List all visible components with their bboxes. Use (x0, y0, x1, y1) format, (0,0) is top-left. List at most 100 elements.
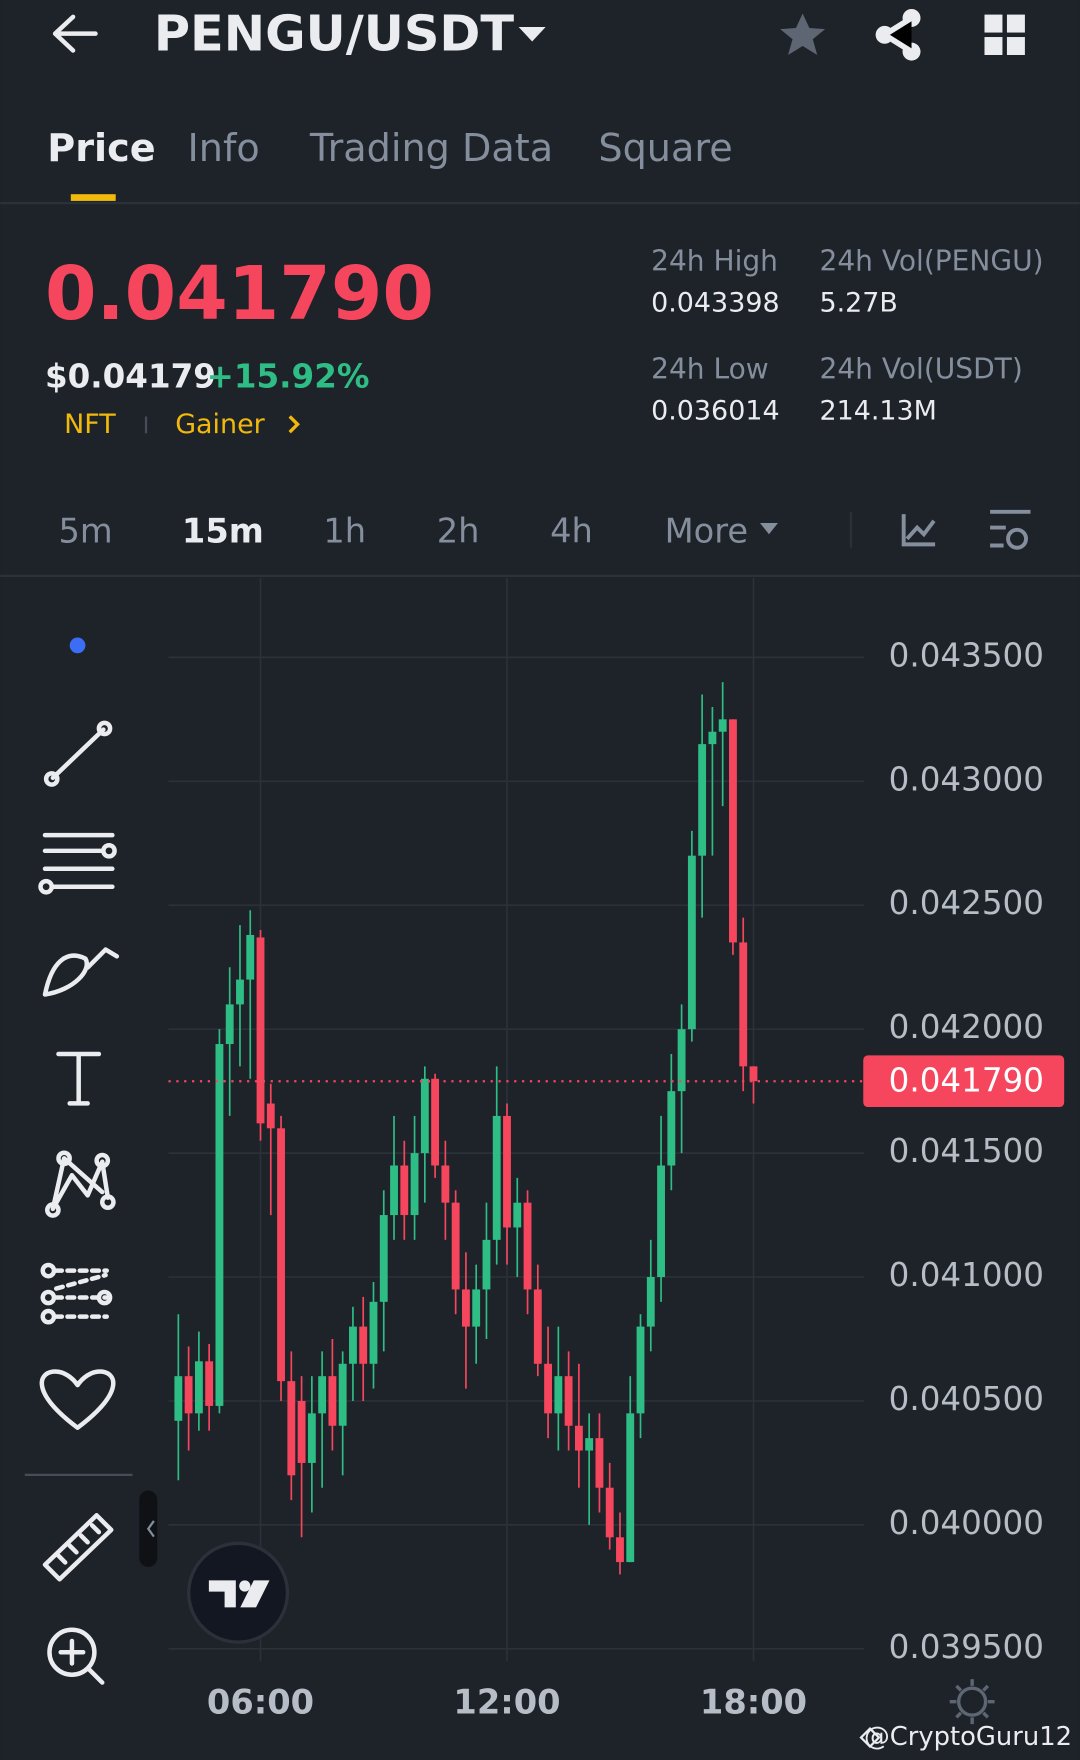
watermark-icon (859, 1726, 881, 1749)
price-change: +15.92% (207, 357, 370, 395)
collapse-arrow (146, 1520, 155, 1538)
candle-body (503, 1115, 511, 1228)
stat-value: 0.036014 (651, 395, 779, 426)
chart-settings[interactable] (949, 1679, 995, 1725)
status-dot (69, 637, 86, 654)
candle-body (359, 1326, 368, 1364)
candle-body (379, 1215, 388, 1302)
tab-indicator (70, 194, 116, 201)
lines-tool[interactable] (38, 832, 117, 895)
candle-body (400, 1165, 409, 1216)
candle-body (246, 934, 255, 980)
trendline-tool[interactable] (43, 720, 113, 787)
y-tick-label: 0.043000 (889, 760, 1044, 798)
current-price-label: 0.041790 (889, 1061, 1044, 1099)
tab[interactable]: Trading Data (309, 126, 553, 170)
candle-body (492, 1115, 501, 1240)
back-button[interactable] (52, 14, 98, 53)
interval[interactable]: More (665, 512, 748, 551)
interval[interactable]: 15m (182, 512, 264, 551)
tag-chevron (288, 415, 300, 434)
candle-body (287, 1381, 296, 1476)
pattern-tool[interactable] (44, 1150, 116, 1218)
interval[interactable]: 1h (323, 512, 366, 551)
y-tick-label: 0.042500 (889, 884, 1044, 922)
candle-body (605, 1487, 614, 1538)
drawing-toolbar (24, 637, 158, 1685)
candle-body (318, 1376, 327, 1414)
candle-body (225, 1004, 234, 1045)
interval[interactable]: 4h (550, 512, 593, 551)
candle-body (616, 1537, 624, 1563)
candle-body (677, 1029, 686, 1092)
interval[interactable]: 5m (58, 512, 112, 551)
zoom-tool[interactable] (47, 1627, 105, 1685)
pair-dropdown[interactable] (518, 26, 546, 42)
candle-body (472, 1289, 481, 1327)
candle-body (718, 719, 727, 732)
tag[interactable]: NFT (64, 409, 116, 440)
candle-body (420, 1078, 429, 1154)
candle-body (194, 1361, 203, 1414)
candle-body (338, 1363, 347, 1426)
chart: 0.039500 0.040000 0.040500 0.041000 0.041500… (168, 578, 1065, 1721)
candle-body (698, 744, 707, 856)
candle-body (431, 1078, 440, 1166)
menu-button[interactable] (984, 14, 1025, 55)
y-tick-label: 0.042000 (889, 1008, 1044, 1046)
candle-body (307, 1413, 316, 1463)
brush-tool[interactable] (42, 947, 120, 997)
watermark: @CryptoGuru12 (864, 1722, 1072, 1752)
text-tool[interactable] (56, 1051, 102, 1106)
candle-body (184, 1376, 193, 1414)
tab[interactable]: Info (188, 126, 260, 170)
ruler-tool[interactable] (42, 1513, 114, 1582)
candle-body (544, 1363, 553, 1414)
tradingview-logo[interactable] (186, 1541, 290, 1644)
candle-body (236, 979, 244, 1005)
y-tick-label: 0.043500 (889, 636, 1044, 674)
candle-body (369, 1301, 378, 1364)
share-button[interactable] (875, 8, 921, 61)
stat-label: 24h Vol(PENGU) (819, 245, 1043, 278)
candle-body (646, 1277, 655, 1327)
tag[interactable]: Gainer (175, 409, 265, 440)
candle-body (205, 1361, 214, 1406)
more-dropdown (760, 523, 778, 535)
candle-body (533, 1289, 542, 1364)
pair-title[interactable]: PENGU/USDT (154, 5, 515, 63)
candle-body (441, 1165, 450, 1203)
candle-body (523, 1202, 532, 1290)
candle-body (657, 1165, 665, 1278)
y-tick-label: 0.041000 (889, 1256, 1044, 1294)
fib-tool[interactable] (40, 1262, 113, 1325)
indicator-button[interactable] (901, 514, 936, 547)
candle-body (687, 855, 696, 1030)
candle-body (266, 1103, 275, 1129)
candle-body (277, 1128, 285, 1382)
candle-body (749, 1066, 758, 1082)
candle-body (297, 1400, 306, 1463)
candle-body (482, 1239, 491, 1290)
candle-body (554, 1376, 563, 1414)
settings-button[interactable] (990, 509, 1031, 550)
candle-body (410, 1153, 419, 1216)
candle-body (513, 1202, 522, 1228)
candle-body (574, 1425, 583, 1451)
candle-body (667, 1091, 676, 1166)
usd-price: $0.04179 (45, 357, 216, 395)
favorite-button[interactable] (780, 13, 826, 56)
candle-body (708, 731, 717, 745)
candle-body (215, 1044, 224, 1406)
tab[interactable]: Square (598, 126, 732, 170)
stat-label: 24h Vol(USDT) (819, 352, 1022, 385)
y-tick-label: 0.040000 (889, 1504, 1044, 1542)
interval[interactable]: 2h (437, 512, 480, 551)
candle-body (564, 1376, 573, 1426)
tab[interactable]: Price (47, 126, 155, 170)
stat-value: 0.043398 (651, 288, 779, 319)
y-tick-label: 0.039500 (889, 1628, 1044, 1666)
favorite-tools[interactable] (39, 1369, 116, 1430)
